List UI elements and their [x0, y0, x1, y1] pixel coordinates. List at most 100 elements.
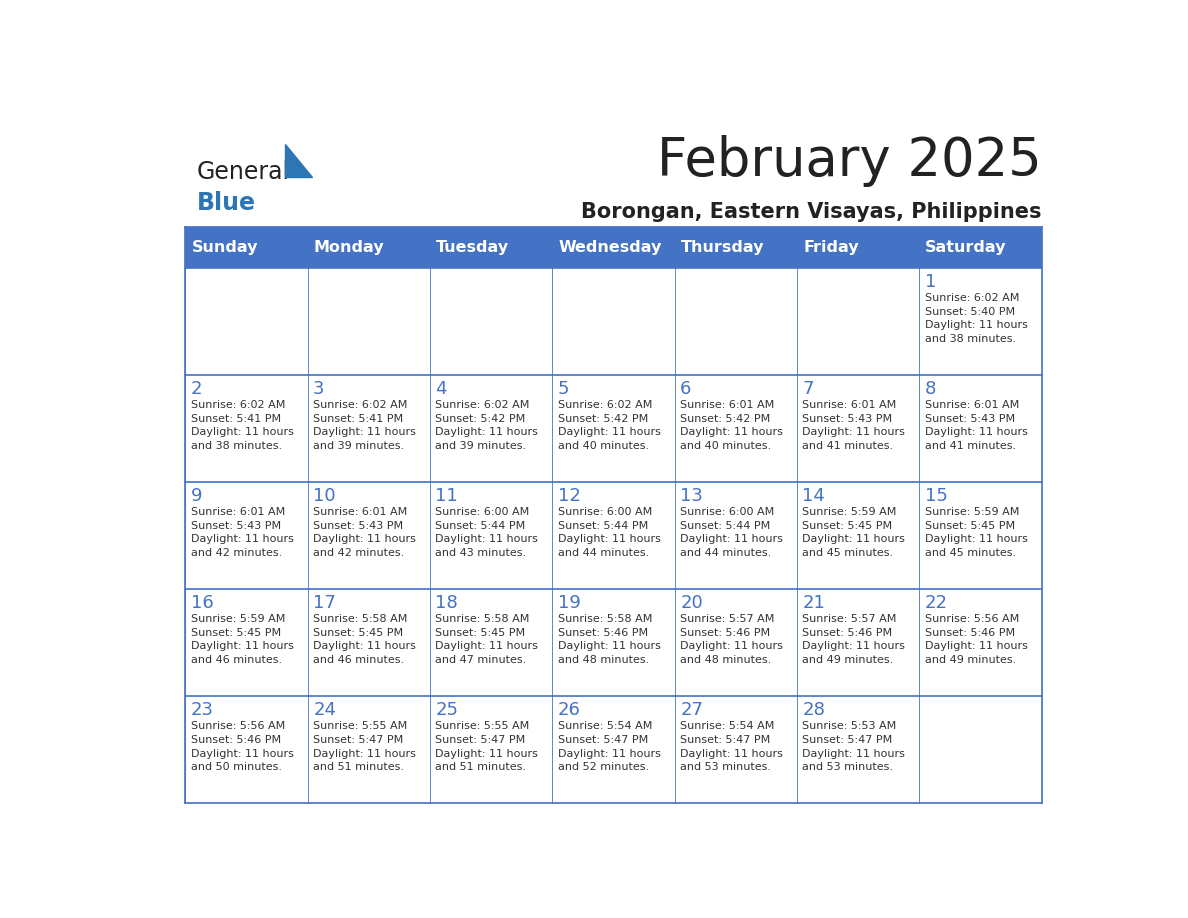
Text: Sunrise: 5:59 AM
Sunset: 5:45 PM
Daylight: 11 hours
and 45 minutes.: Sunrise: 5:59 AM Sunset: 5:45 PM Dayligh…	[924, 508, 1028, 558]
Text: 15: 15	[924, 487, 948, 505]
Text: Sunrise: 6:02 AM
Sunset: 5:41 PM
Daylight: 11 hours
and 38 minutes.: Sunrise: 6:02 AM Sunset: 5:41 PM Dayligh…	[191, 400, 293, 451]
FancyBboxPatch shape	[675, 375, 797, 482]
FancyBboxPatch shape	[675, 268, 797, 375]
Text: Sunrise: 5:55 AM
Sunset: 5:47 PM
Daylight: 11 hours
and 51 minutes.: Sunrise: 5:55 AM Sunset: 5:47 PM Dayligh…	[314, 722, 416, 772]
FancyBboxPatch shape	[920, 588, 1042, 696]
Text: 1: 1	[924, 273, 936, 291]
Text: Sunrise: 6:01 AM
Sunset: 5:43 PM
Daylight: 11 hours
and 42 minutes.: Sunrise: 6:01 AM Sunset: 5:43 PM Dayligh…	[191, 508, 293, 558]
FancyBboxPatch shape	[430, 696, 552, 803]
Text: 13: 13	[681, 487, 703, 505]
Text: 24: 24	[314, 700, 336, 719]
FancyBboxPatch shape	[308, 375, 430, 482]
Text: Borongan, Eastern Visayas, Philippines: Borongan, Eastern Visayas, Philippines	[581, 202, 1042, 222]
Text: Sunrise: 5:58 AM
Sunset: 5:46 PM
Daylight: 11 hours
and 48 minutes.: Sunrise: 5:58 AM Sunset: 5:46 PM Dayligh…	[558, 614, 661, 666]
FancyBboxPatch shape	[430, 375, 552, 482]
FancyBboxPatch shape	[797, 375, 920, 482]
Text: 7: 7	[802, 380, 814, 397]
FancyBboxPatch shape	[675, 588, 797, 696]
Text: Sunrise: 5:57 AM
Sunset: 5:46 PM
Daylight: 11 hours
and 49 minutes.: Sunrise: 5:57 AM Sunset: 5:46 PM Dayligh…	[802, 614, 905, 666]
Text: General: General	[196, 160, 290, 184]
Text: 19: 19	[558, 594, 581, 611]
FancyBboxPatch shape	[552, 696, 675, 803]
Text: Blue: Blue	[196, 192, 255, 216]
Text: Sunrise: 6:01 AM
Sunset: 5:42 PM
Daylight: 11 hours
and 40 minutes.: Sunrise: 6:01 AM Sunset: 5:42 PM Dayligh…	[681, 400, 783, 451]
FancyBboxPatch shape	[920, 696, 1042, 803]
FancyBboxPatch shape	[185, 588, 308, 696]
FancyBboxPatch shape	[430, 482, 552, 588]
FancyBboxPatch shape	[185, 375, 308, 482]
Text: 5: 5	[558, 380, 569, 397]
Text: 12: 12	[558, 487, 581, 505]
Text: Sunrise: 5:56 AM
Sunset: 5:46 PM
Daylight: 11 hours
and 50 minutes.: Sunrise: 5:56 AM Sunset: 5:46 PM Dayligh…	[191, 722, 293, 772]
Text: 10: 10	[314, 487, 336, 505]
FancyBboxPatch shape	[797, 268, 920, 375]
FancyBboxPatch shape	[552, 268, 675, 375]
Text: Sunday: Sunday	[191, 240, 258, 255]
Text: 20: 20	[681, 594, 703, 611]
FancyBboxPatch shape	[552, 375, 675, 482]
Text: 23: 23	[191, 700, 214, 719]
Text: Monday: Monday	[314, 240, 385, 255]
Text: Sunrise: 5:59 AM
Sunset: 5:45 PM
Daylight: 11 hours
and 46 minutes.: Sunrise: 5:59 AM Sunset: 5:45 PM Dayligh…	[191, 614, 293, 666]
Text: Sunrise: 5:54 AM
Sunset: 5:47 PM
Daylight: 11 hours
and 52 minutes.: Sunrise: 5:54 AM Sunset: 5:47 PM Dayligh…	[558, 722, 661, 772]
Text: Sunrise: 6:01 AM
Sunset: 5:43 PM
Daylight: 11 hours
and 41 minutes.: Sunrise: 6:01 AM Sunset: 5:43 PM Dayligh…	[802, 400, 905, 451]
Text: 11: 11	[436, 487, 459, 505]
Text: 4: 4	[436, 380, 447, 397]
FancyBboxPatch shape	[797, 588, 920, 696]
Text: 26: 26	[558, 700, 581, 719]
Text: 8: 8	[924, 380, 936, 397]
FancyBboxPatch shape	[308, 482, 430, 588]
FancyBboxPatch shape	[675, 696, 797, 803]
Text: Saturday: Saturday	[925, 240, 1007, 255]
FancyBboxPatch shape	[430, 268, 552, 375]
Text: Tuesday: Tuesday	[436, 240, 510, 255]
Text: 6: 6	[681, 380, 691, 397]
FancyBboxPatch shape	[920, 268, 1042, 375]
Text: 17: 17	[314, 594, 336, 611]
Text: Sunrise: 5:58 AM
Sunset: 5:45 PM
Daylight: 11 hours
and 47 minutes.: Sunrise: 5:58 AM Sunset: 5:45 PM Dayligh…	[436, 614, 538, 666]
Text: 9: 9	[191, 487, 202, 505]
Text: Sunrise: 6:00 AM
Sunset: 5:44 PM
Daylight: 11 hours
and 43 minutes.: Sunrise: 6:00 AM Sunset: 5:44 PM Dayligh…	[436, 508, 538, 558]
FancyBboxPatch shape	[185, 482, 308, 588]
Text: Sunrise: 5:59 AM
Sunset: 5:45 PM
Daylight: 11 hours
and 45 minutes.: Sunrise: 5:59 AM Sunset: 5:45 PM Dayligh…	[802, 508, 905, 558]
Text: Sunrise: 5:54 AM
Sunset: 5:47 PM
Daylight: 11 hours
and 53 minutes.: Sunrise: 5:54 AM Sunset: 5:47 PM Dayligh…	[681, 722, 783, 772]
FancyBboxPatch shape	[920, 375, 1042, 482]
Text: Sunrise: 5:57 AM
Sunset: 5:46 PM
Daylight: 11 hours
and 48 minutes.: Sunrise: 5:57 AM Sunset: 5:46 PM Dayligh…	[681, 614, 783, 666]
Polygon shape	[285, 144, 312, 177]
Text: 2: 2	[191, 380, 202, 397]
FancyBboxPatch shape	[552, 482, 675, 588]
Text: Sunrise: 6:01 AM
Sunset: 5:43 PM
Daylight: 11 hours
and 41 minutes.: Sunrise: 6:01 AM Sunset: 5:43 PM Dayligh…	[924, 400, 1028, 451]
Text: Sunrise: 6:02 AM
Sunset: 5:41 PM
Daylight: 11 hours
and 39 minutes.: Sunrise: 6:02 AM Sunset: 5:41 PM Dayligh…	[314, 400, 416, 451]
Text: February 2025: February 2025	[657, 135, 1042, 187]
Text: 16: 16	[191, 594, 214, 611]
Text: Sunrise: 6:00 AM
Sunset: 5:44 PM
Daylight: 11 hours
and 44 minutes.: Sunrise: 6:00 AM Sunset: 5:44 PM Dayligh…	[558, 508, 661, 558]
Text: 25: 25	[436, 700, 459, 719]
Text: 22: 22	[924, 594, 948, 611]
FancyBboxPatch shape	[308, 696, 430, 803]
Text: Wednesday: Wednesday	[558, 240, 662, 255]
FancyBboxPatch shape	[675, 482, 797, 588]
Text: Sunrise: 5:58 AM
Sunset: 5:45 PM
Daylight: 11 hours
and 46 minutes.: Sunrise: 5:58 AM Sunset: 5:45 PM Dayligh…	[314, 614, 416, 666]
Text: 18: 18	[436, 594, 459, 611]
Text: Sunrise: 6:02 AM
Sunset: 5:42 PM
Daylight: 11 hours
and 40 minutes.: Sunrise: 6:02 AM Sunset: 5:42 PM Dayligh…	[558, 400, 661, 451]
Text: Sunrise: 5:53 AM
Sunset: 5:47 PM
Daylight: 11 hours
and 53 minutes.: Sunrise: 5:53 AM Sunset: 5:47 PM Dayligh…	[802, 722, 905, 772]
FancyBboxPatch shape	[430, 588, 552, 696]
Text: Sunrise: 6:02 AM
Sunset: 5:40 PM
Daylight: 11 hours
and 38 minutes.: Sunrise: 6:02 AM Sunset: 5:40 PM Dayligh…	[924, 293, 1028, 344]
Text: Sunrise: 5:55 AM
Sunset: 5:47 PM
Daylight: 11 hours
and 51 minutes.: Sunrise: 5:55 AM Sunset: 5:47 PM Dayligh…	[436, 722, 538, 772]
FancyBboxPatch shape	[185, 268, 308, 375]
Text: Friday: Friday	[803, 240, 859, 255]
Text: 27: 27	[681, 700, 703, 719]
Text: Sunrise: 6:01 AM
Sunset: 5:43 PM
Daylight: 11 hours
and 42 minutes.: Sunrise: 6:01 AM Sunset: 5:43 PM Dayligh…	[314, 508, 416, 558]
FancyBboxPatch shape	[797, 696, 920, 803]
FancyBboxPatch shape	[185, 227, 1042, 268]
Text: Sunrise: 5:56 AM
Sunset: 5:46 PM
Daylight: 11 hours
and 49 minutes.: Sunrise: 5:56 AM Sunset: 5:46 PM Dayligh…	[924, 614, 1028, 666]
FancyBboxPatch shape	[920, 482, 1042, 588]
Text: Sunrise: 6:00 AM
Sunset: 5:44 PM
Daylight: 11 hours
and 44 minutes.: Sunrise: 6:00 AM Sunset: 5:44 PM Dayligh…	[681, 508, 783, 558]
FancyBboxPatch shape	[308, 268, 430, 375]
Text: Thursday: Thursday	[681, 240, 764, 255]
FancyBboxPatch shape	[797, 482, 920, 588]
Text: 21: 21	[802, 594, 826, 611]
FancyBboxPatch shape	[308, 588, 430, 696]
Text: 28: 28	[802, 700, 826, 719]
Text: Sunrise: 6:02 AM
Sunset: 5:42 PM
Daylight: 11 hours
and 39 minutes.: Sunrise: 6:02 AM Sunset: 5:42 PM Dayligh…	[436, 400, 538, 451]
